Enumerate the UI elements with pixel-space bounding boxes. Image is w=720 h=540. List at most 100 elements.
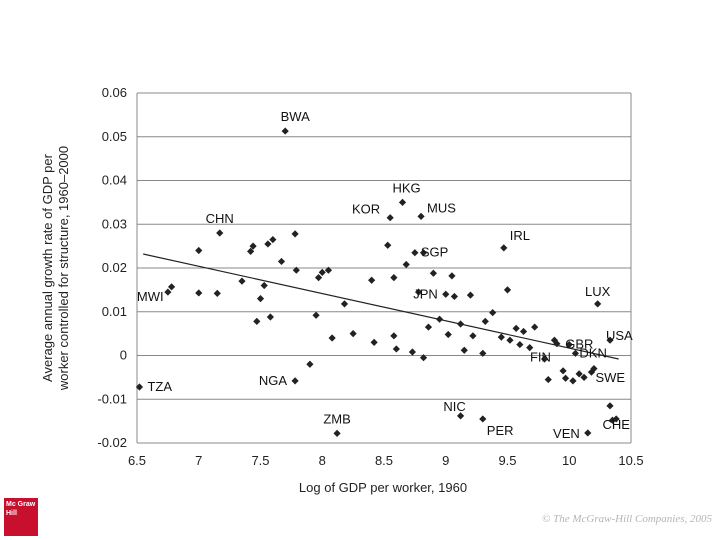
country-label-nga: NGA	[259, 373, 288, 388]
data-point	[408, 348, 417, 356]
x-tick-label: 8.5	[375, 453, 393, 468]
data-point-nga	[291, 377, 299, 385]
country-label-usa: USA	[606, 328, 633, 343]
y-tick-label: 0.06	[102, 85, 127, 100]
data-point	[292, 266, 300, 274]
data-point	[460, 346, 468, 354]
data-point	[269, 235, 277, 244]
country-labels: BWA HKG KOR MUS CHN IRL SGP JPN MWI LUX GBR USA FIN D…	[137, 109, 633, 441]
data-point	[249, 242, 257, 250]
data-point	[469, 332, 477, 340]
country-label-tza: TZA	[147, 379, 172, 394]
country-label-swe: SWE	[595, 370, 625, 385]
x-tick-labels: 6.5 7 7.5 8 8.5 9 9.5 10 10.5	[128, 453, 644, 468]
data-point	[489, 309, 497, 317]
x-tick-label: 8	[319, 453, 326, 468]
y-tick-label: 0.05	[102, 129, 127, 144]
data-point	[213, 289, 221, 297]
data-point	[164, 288, 172, 296]
data-point	[312, 311, 320, 319]
country-label-chn: CHN	[206, 211, 234, 226]
x-tick-label: 7.5	[251, 453, 269, 468]
country-label-che: CHE	[602, 417, 630, 432]
data-point	[456, 320, 465, 328]
data-point	[256, 295, 265, 303]
data-point	[531, 323, 539, 331]
data-point	[569, 377, 577, 385]
country-label-mus: MUS	[427, 200, 456, 215]
data-point-swe	[587, 368, 596, 376]
country-label-dkn: DKN	[579, 345, 606, 360]
country-label-gbr: GBR	[565, 337, 593, 352]
y-tick-label: 0.02	[102, 260, 127, 275]
logo-letters: Mc Graw Hill	[6, 501, 36, 517]
data-point	[402, 260, 410, 269]
data-point	[390, 332, 398, 340]
data-points	[135, 127, 620, 437]
data-point	[497, 333, 505, 341]
x-tick-label: 10	[562, 453, 576, 468]
data-point-nic	[456, 412, 465, 420]
data-point	[550, 336, 559, 344]
data-point-bwa	[281, 127, 289, 135]
data-point	[324, 266, 333, 274]
x-tick-label: 9.5	[498, 453, 516, 468]
y-tick-label: 0	[120, 348, 127, 363]
data-point	[519, 327, 528, 336]
data-point	[506, 336, 514, 344]
data-point	[370, 338, 378, 346]
y-tick-label: 0.01	[102, 304, 127, 319]
logo-wordmark: Education	[42, 511, 115, 527]
data-point-gbr	[565, 340, 573, 349]
data-point-jpn	[442, 290, 450, 298]
data-point-lux	[594, 300, 602, 308]
country-label-irl: IRL	[510, 228, 530, 243]
country-label-lux: LUX	[585, 284, 611, 299]
data-point	[590, 365, 598, 373]
data-point	[516, 340, 524, 349]
data-point	[238, 277, 246, 285]
data-point-mus	[417, 212, 425, 220]
data-point-irl	[500, 244, 508, 252]
data-point	[561, 374, 570, 382]
copyright-notice: © The McGraw-Hill Companies, 2005	[542, 513, 712, 525]
data-point	[368, 276, 376, 284]
y-tick-labels: 0.06 0.05 0.04 0.03 0.02 0.01 0 -0.01 -0.02	[97, 85, 127, 450]
data-point	[606, 402, 614, 410]
data-point	[429, 269, 437, 277]
x-tick-label: 6.5	[128, 453, 146, 468]
country-label-mwi: MWI	[137, 289, 164, 304]
data-point	[526, 344, 534, 352]
data-point	[481, 317, 489, 325]
country-label-hkg: HKG	[392, 180, 420, 195]
data-point	[340, 300, 349, 308]
data-point	[444, 330, 452, 339]
trend-line	[143, 253, 619, 360]
data-point	[277, 257, 286, 266]
data-point	[349, 330, 357, 338]
data-point	[306, 360, 314, 368]
country-label-fin: FIN	[530, 350, 551, 365]
data-point	[424, 323, 433, 331]
data-point	[608, 416, 617, 424]
data-point	[450, 292, 458, 301]
data-point	[414, 288, 423, 296]
data-point	[435, 315, 444, 323]
country-label-nic: NIC	[443, 399, 465, 414]
x-tick-label: 9	[442, 453, 449, 468]
country-label-per: PER	[487, 423, 514, 438]
data-point	[384, 241, 392, 249]
data-point	[314, 274, 323, 282]
data-point	[575, 370, 583, 378]
data-point	[253, 317, 261, 325]
data-point	[419, 249, 428, 257]
data-point	[559, 367, 567, 375]
data-point-usa	[606, 336, 614, 344]
country-label-kor: KOR	[352, 202, 380, 217]
data-point	[540, 355, 549, 363]
gridlines	[136, 92, 632, 444]
x-tick-label: 10.5	[618, 453, 643, 468]
data-point	[512, 324, 520, 332]
data-point-kor	[386, 214, 394, 222]
data-point	[260, 281, 268, 290]
